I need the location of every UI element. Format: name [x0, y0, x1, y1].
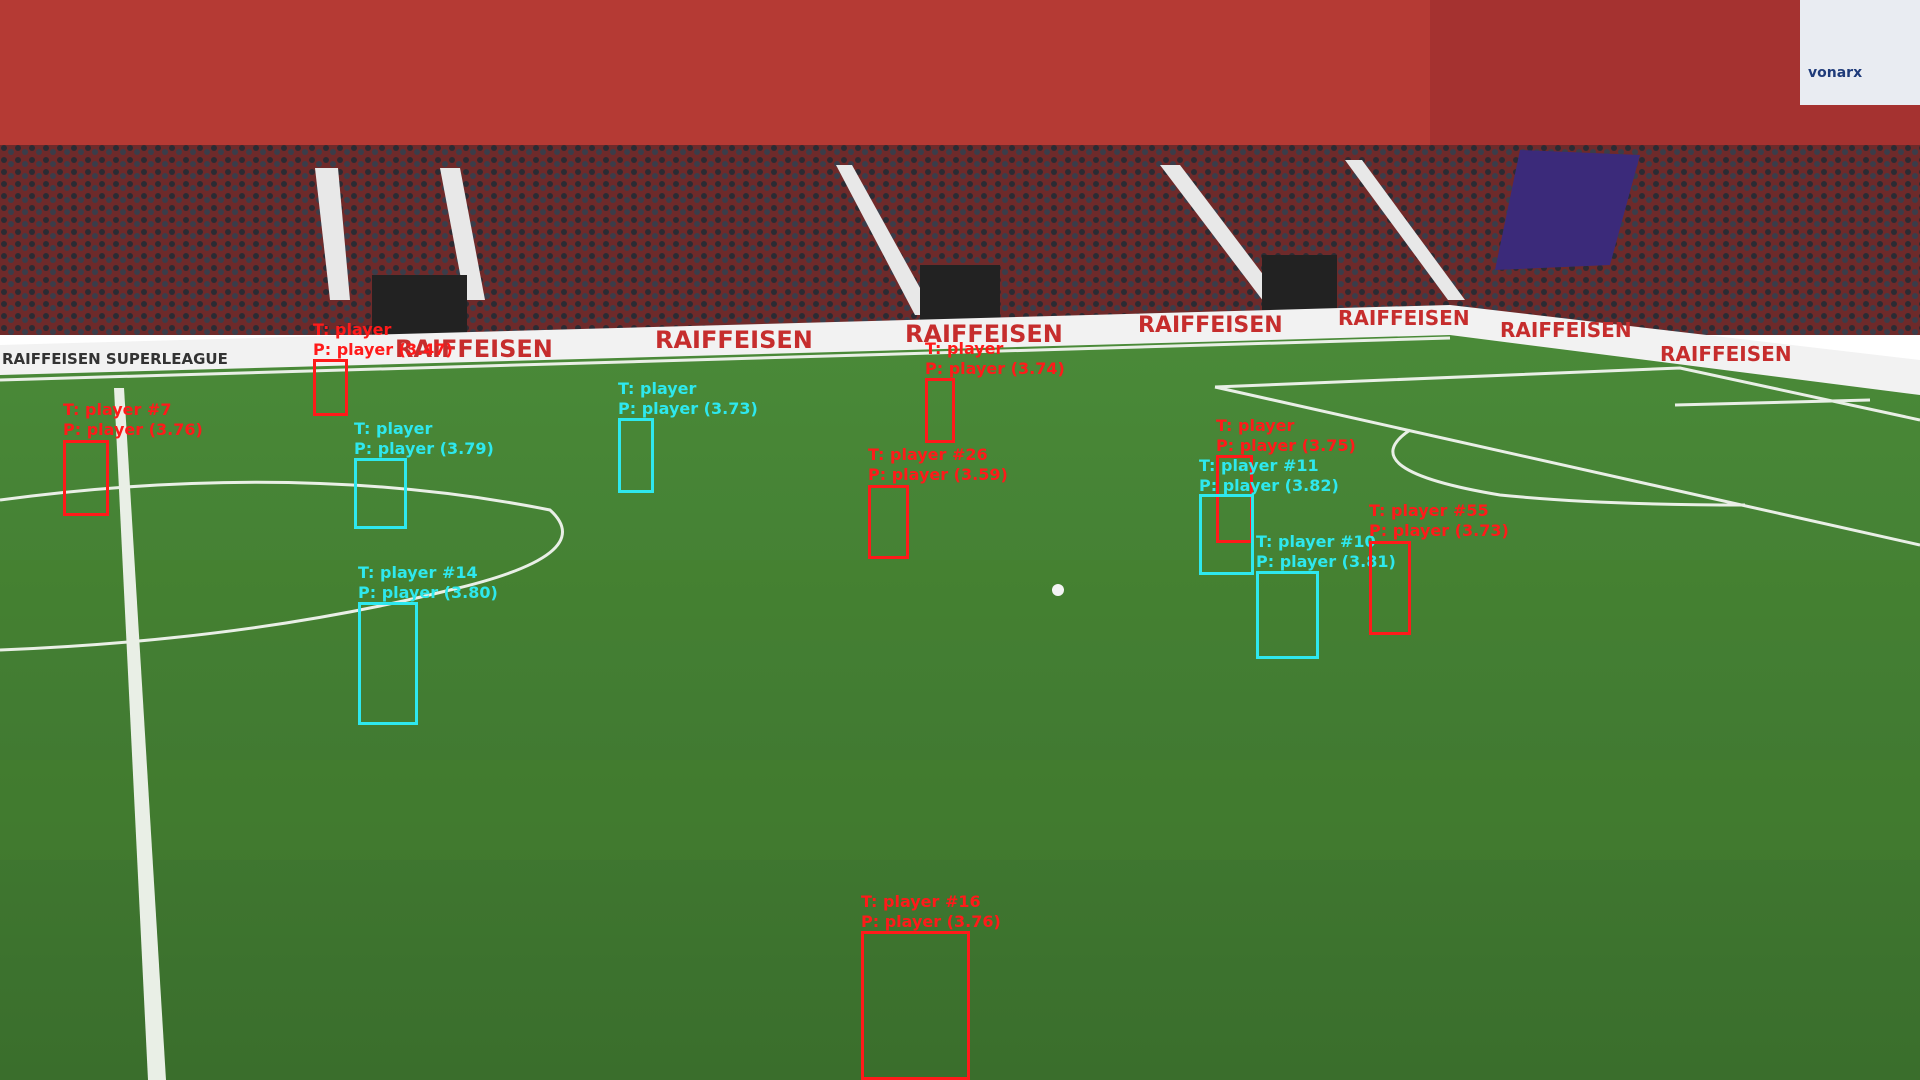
detection-box [1256, 571, 1319, 659]
sponsor-text: RAIFFEISEN [1500, 318, 1632, 342]
vonarx-logo-text: vonarx [1808, 65, 1863, 81]
true-label: T: player [313, 320, 392, 339]
pitch [0, 335, 1920, 1080]
predicted-label: P: player (3.59) [868, 465, 1008, 484]
detection-label: T: player P: player (3.47) [313, 320, 453, 360]
sponsor-text: RAIFFEISEN [1138, 313, 1283, 338]
detection-label: T: player #7 P: player (3.76) [63, 400, 203, 440]
centre-circle [0, 480, 564, 652]
vonarx-logo-board [1800, 0, 1920, 105]
true-label: T: player #7 [63, 400, 172, 419]
true-label: T: player #11 [1199, 456, 1319, 475]
true-label: T: player [1216, 416, 1295, 435]
predicted-label: P: player (3.47) [313, 340, 453, 359]
detection-label: T: player #26 P: player (3.59) [868, 445, 1008, 485]
predicted-label: P: player (3.75) [1216, 436, 1356, 455]
halfway-line [114, 388, 166, 1080]
detection-box [925, 378, 955, 443]
true-label: T: player [354, 419, 433, 438]
sponsor-text: RAIFFEISEN [1660, 342, 1792, 366]
predicted-label: P: player (3.81) [1256, 552, 1396, 571]
detection-label: T: player #11 P: player (3.82) [1199, 456, 1339, 496]
detection-box [354, 458, 407, 529]
detection-label: T: player #14 P: player (3.80) [358, 563, 498, 603]
league-board: RAIFFEISEN SUPERLEAGUE [2, 350, 228, 368]
detection-label: T: player P: player (3.73) [618, 379, 758, 419]
true-label: T: player [618, 379, 697, 398]
detection-box [358, 602, 418, 725]
true-label: T: player #14 [358, 563, 478, 582]
predicted-label: P: player (3.79) [354, 439, 494, 458]
detection-label: T: player P: player (3.79) [354, 419, 494, 459]
detection-label: T: player P: player (3.75) [1216, 416, 1356, 456]
detection-box [868, 485, 909, 559]
detection-label: T: player P: player (3.74) [925, 339, 1065, 379]
true-label: T: player [925, 339, 1004, 358]
predicted-label: P: player (3.73) [1369, 521, 1509, 540]
detection-box [1369, 541, 1411, 635]
true-label: T: player #55 [1369, 501, 1489, 520]
sponsor-text: RAIFFEISEN [905, 320, 1063, 348]
detection-box [63, 440, 109, 516]
detection-label: T: player #16 P: player (3.76) [861, 892, 1001, 932]
true-label: T: player #10 [1256, 532, 1376, 551]
predicted-label: P: player (3.73) [618, 399, 758, 418]
true-label: T: player #26 [868, 445, 988, 464]
detection-box [618, 418, 654, 493]
sponsor-text: RAIFFEISEN [395, 335, 553, 363]
predicted-label: P: player (3.76) [63, 420, 203, 439]
detection-box [313, 359, 348, 416]
true-label: T: player #16 [861, 892, 981, 911]
detection-box [861, 931, 970, 1080]
predicted-label: P: player (3.76) [861, 912, 1001, 931]
sponsor-text: RAIFFEISEN [1338, 306, 1470, 330]
sponsor-text: RAIFFEISEN [655, 326, 813, 354]
detection-label: T: player #10 P: player (3.81) [1256, 532, 1396, 572]
predicted-label: P: player (3.80) [358, 583, 498, 602]
advertising-boards [0, 305, 1920, 395]
predicted-label: P: player (3.74) [925, 359, 1065, 378]
predicted-label: P: player (3.82) [1199, 476, 1339, 495]
detection-box [1199, 494, 1254, 575]
detection-label: T: player #55 P: player (3.73) [1369, 501, 1509, 541]
ball [1052, 584, 1064, 596]
